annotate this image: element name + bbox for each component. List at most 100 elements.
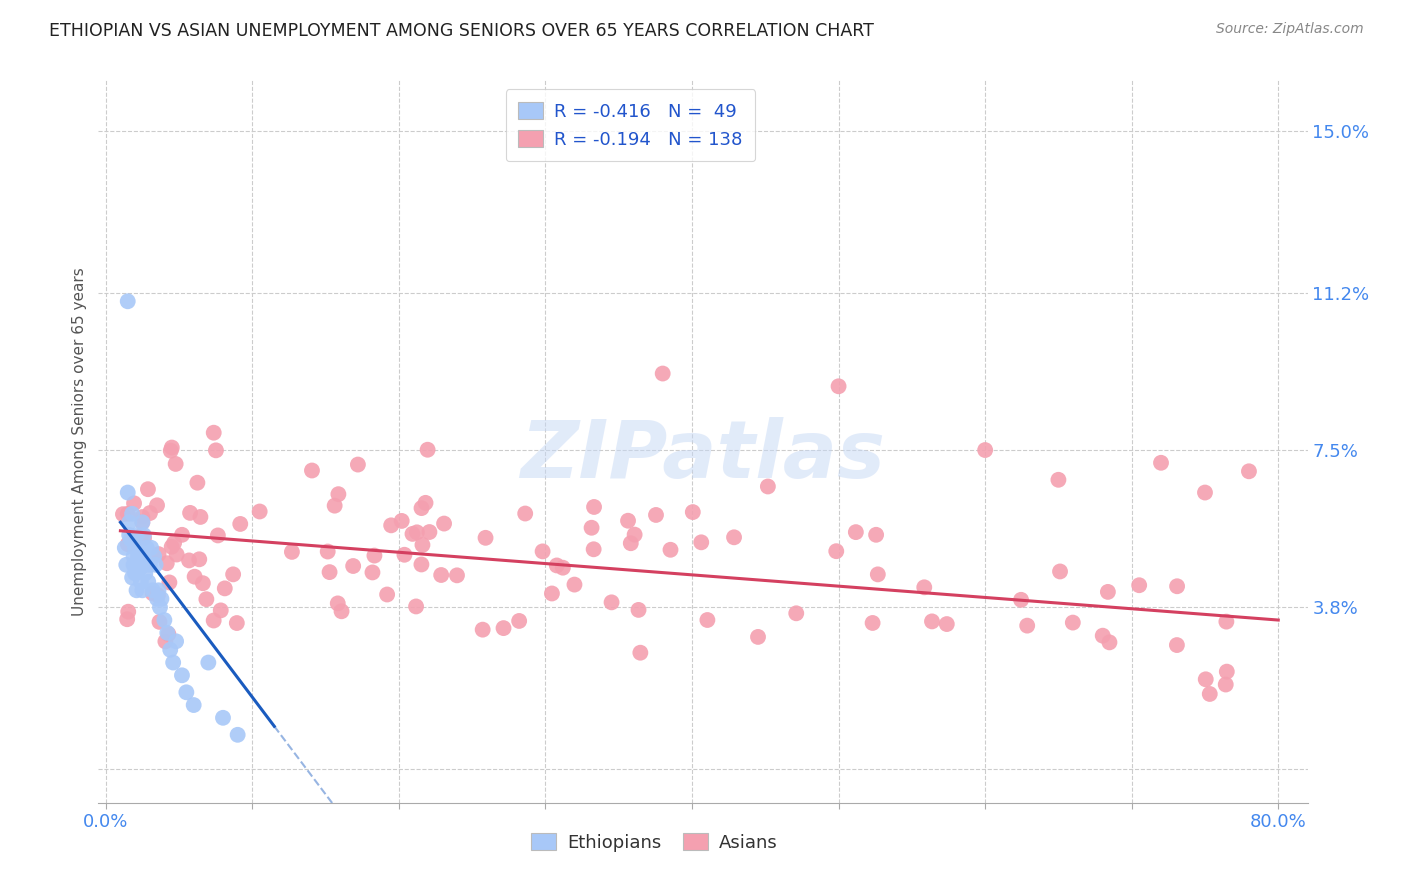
Point — [1062, 615, 1084, 630]
Point — [148, 615, 170, 629]
Point — [212, 711, 235, 725]
Point — [155, 634, 177, 648]
Point — [222, 567, 245, 582]
Point — [202, 425, 225, 440]
Point — [416, 442, 439, 457]
Point — [131, 510, 153, 524]
Point — [394, 548, 416, 562]
Point — [326, 596, 349, 610]
Point — [1049, 565, 1071, 579]
Point — [143, 549, 166, 564]
Point — [129, 574, 152, 589]
Point — [446, 568, 468, 582]
Point — [179, 506, 201, 520]
Point — [117, 537, 139, 551]
Point — [127, 549, 149, 564]
Point — [401, 527, 423, 541]
Point — [129, 549, 152, 564]
Point — [148, 583, 170, 598]
Point — [125, 528, 148, 542]
Point — [862, 615, 884, 630]
Point — [1166, 579, 1188, 593]
Point — [122, 549, 145, 564]
Point — [157, 575, 180, 590]
Point — [157, 627, 180, 641]
Point — [138, 558, 160, 572]
Point — [1215, 615, 1237, 629]
Point — [581, 521, 603, 535]
Point — [191, 576, 214, 591]
Point — [131, 516, 153, 530]
Point — [117, 485, 139, 500]
Point — [132, 549, 155, 564]
Point — [214, 582, 236, 596]
Point — [342, 559, 364, 574]
Point — [620, 536, 643, 550]
Point — [363, 549, 385, 563]
Point — [1098, 635, 1121, 649]
Point — [190, 510, 212, 524]
Point — [316, 544, 339, 558]
Point — [361, 566, 384, 580]
Point — [124, 541, 146, 555]
Point — [165, 634, 187, 648]
Point — [825, 544, 848, 558]
Point — [131, 583, 153, 598]
Point — [623, 527, 645, 541]
Point — [1237, 464, 1260, 478]
Point — [141, 541, 163, 555]
Point — [226, 728, 249, 742]
Point — [551, 560, 574, 574]
Point — [974, 443, 997, 458]
Point — [146, 498, 169, 512]
Point — [827, 379, 849, 393]
Point — [405, 599, 427, 614]
Point — [1091, 629, 1114, 643]
Point — [186, 475, 208, 490]
Point — [136, 574, 159, 589]
Point — [120, 533, 142, 547]
Point — [411, 501, 433, 516]
Point — [617, 514, 640, 528]
Point — [318, 565, 340, 579]
Point — [183, 698, 205, 712]
Point — [197, 656, 219, 670]
Point — [156, 556, 179, 570]
Point — [115, 612, 138, 626]
Point — [1150, 456, 1173, 470]
Point — [912, 580, 935, 594]
Point — [430, 568, 453, 582]
Point — [1097, 585, 1119, 599]
Point — [209, 603, 232, 617]
Point — [600, 595, 623, 609]
Point — [125, 583, 148, 598]
Point — [541, 586, 564, 600]
Point — [162, 656, 184, 670]
Point — [166, 548, 188, 562]
Point — [682, 505, 704, 519]
Point — [690, 535, 713, 549]
Point — [183, 570, 205, 584]
Point — [845, 525, 868, 540]
Point — [124, 566, 146, 581]
Point — [411, 538, 433, 552]
Text: ZIPatlas: ZIPatlas — [520, 417, 886, 495]
Point — [582, 542, 605, 557]
Point — [471, 623, 494, 637]
Point — [747, 630, 769, 644]
Point — [433, 516, 456, 531]
Point — [145, 558, 167, 572]
Point — [160, 540, 183, 554]
Point — [229, 516, 252, 531]
Point — [159, 642, 181, 657]
Point — [1198, 687, 1220, 701]
Point — [160, 441, 183, 455]
Point — [1166, 638, 1188, 652]
Point — [170, 528, 193, 542]
Point — [148, 547, 170, 561]
Point — [328, 487, 350, 501]
Point — [723, 530, 745, 544]
Point — [131, 516, 153, 530]
Point — [415, 496, 437, 510]
Point — [281, 545, 304, 559]
